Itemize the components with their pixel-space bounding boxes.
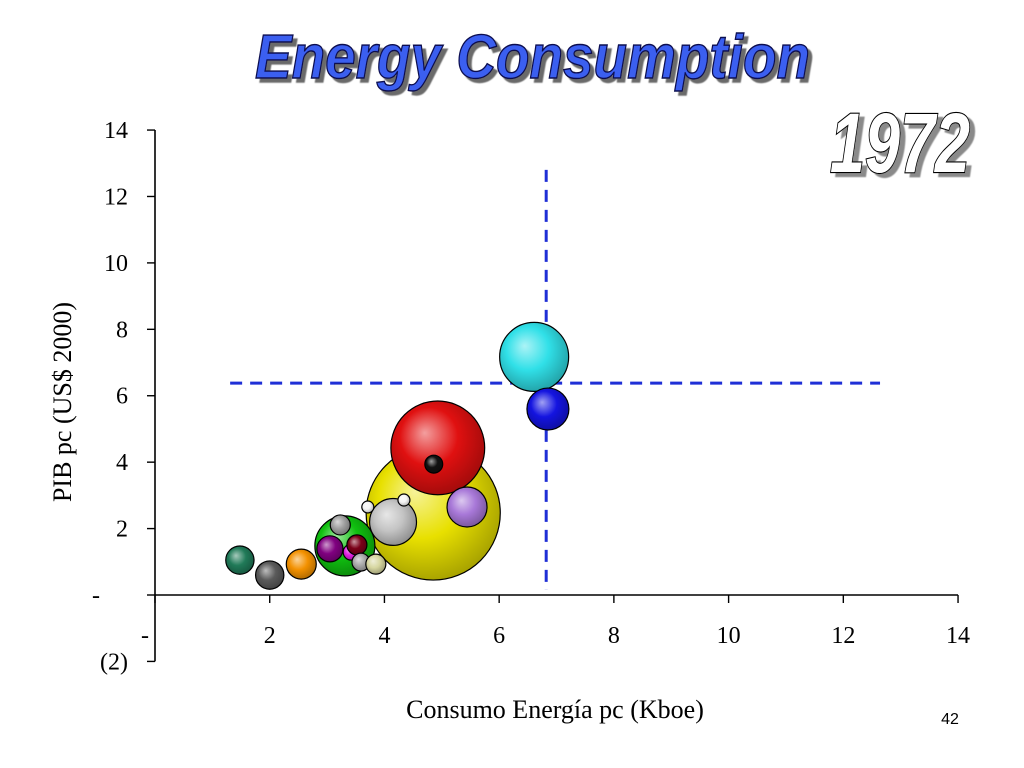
bubble-point	[285, 548, 317, 580]
y-tick-label: 4	[116, 450, 128, 476]
bubble-point	[329, 514, 351, 536]
bubble-point	[526, 387, 570, 431]
x-tick-label: 10	[717, 623, 741, 649]
y-tick-label: -	[92, 583, 100, 609]
x-tick-label: -	[141, 623, 149, 649]
x-axis-title: Consumo Energía pc (Kboe)	[406, 695, 704, 724]
bubble-point	[390, 400, 486, 496]
bubble-point	[368, 497, 418, 546]
bubble-point	[365, 553, 387, 575]
y-tick-label: 12	[104, 184, 128, 210]
page-number: 42	[941, 711, 959, 728]
chart-title: Energy Consumption	[255, 23, 810, 92]
x-tick-label: 8	[608, 623, 620, 649]
y-tick-label: 2	[116, 517, 128, 543]
x-tick-label: 14	[946, 623, 970, 649]
y-tick-label: 8	[116, 317, 128, 343]
year-annotation: 1972	[830, 96, 970, 190]
bubble-point	[424, 454, 444, 474]
bubbles	[225, 321, 570, 590]
x-tick-label: 12	[831, 623, 855, 649]
axes	[147, 129, 959, 663]
bubble-point	[361, 500, 375, 514]
bubble-point	[316, 535, 344, 563]
bubble-point	[254, 560, 285, 590]
y-tick-label: 10	[104, 251, 128, 277]
x-tick-label: 6	[493, 623, 505, 649]
bubble-point	[499, 321, 570, 392]
y-tick-label: 6	[116, 384, 128, 410]
x-tick-label: 4	[378, 623, 390, 649]
bubble-point	[397, 493, 411, 507]
bubble-point	[446, 486, 488, 528]
x-tick-label: 2	[264, 623, 276, 649]
y-tick-label: (2)	[100, 649, 128, 675]
y-tick-label: 14	[104, 118, 128, 144]
bubble-point	[225, 545, 255, 575]
bubble-point	[346, 534, 368, 556]
y-axis-title: PIB pc (US$ 2000)	[48, 302, 77, 502]
